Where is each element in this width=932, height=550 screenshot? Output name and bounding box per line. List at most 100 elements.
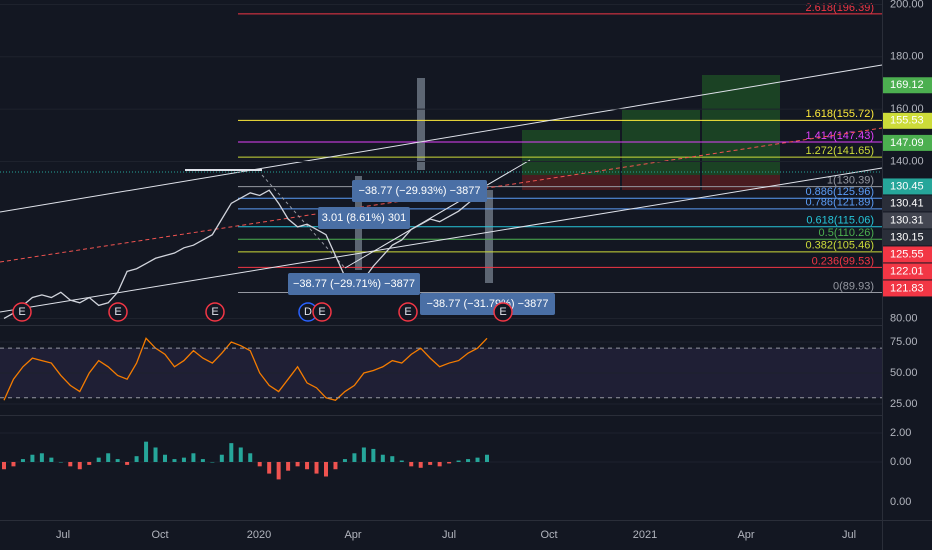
histogram-bar [2, 461, 6, 470]
price-tag-label: 130.31 [890, 214, 924, 226]
range-bar [485, 190, 493, 283]
x-tick-label: Jul [56, 529, 70, 541]
price-tag [883, 112, 932, 129]
price-tag-label: 121.83 [890, 282, 924, 294]
histogram-bar [475, 457, 480, 462]
measure-label: −38.77 (−31.79%) −3877 [426, 298, 548, 310]
histogram-bar [96, 457, 101, 462]
fib-label: 2.618(196.39) [806, 2, 875, 14]
y-tick-label: 2.00 [890, 427, 911, 439]
loss-zone [622, 175, 700, 190]
y-tick-label: 75.00 [890, 336, 918, 348]
x-tick-label: Apr [344, 529, 361, 541]
y-tick-label: 160.00 [890, 103, 924, 115]
histogram-bar [485, 454, 489, 462]
histogram-bar [238, 447, 243, 462]
histogram-bar [181, 457, 186, 462]
y-tick-label: 180.00 [890, 51, 924, 63]
channel-line [0, 167, 883, 313]
x-tick-label: Jul [442, 529, 456, 541]
histogram-bar [437, 461, 442, 467]
histogram-bar [68, 461, 73, 467]
histogram-bar [172, 459, 177, 462]
fib-label: 1(130.39) [827, 175, 874, 187]
histogram-bar [352, 453, 357, 462]
price-tag-label: 125.55 [890, 248, 924, 260]
histogram-bar [399, 460, 404, 462]
histogram-bar [39, 453, 44, 462]
fib-label: 1.618(155.72) [806, 108, 875, 120]
event-label: E [114, 306, 121, 318]
histogram-bar [447, 461, 452, 464]
measure-label: −38.77 (−29.71%) −3877 [293, 278, 415, 290]
axis-border [882, 0, 883, 550]
swing-line [344, 159, 531, 269]
price-line [3, 187, 488, 320]
price-tag [883, 195, 932, 212]
price-tag [883, 212, 932, 229]
fib-label: 0.786(121.89) [806, 197, 875, 209]
price-tag [883, 229, 932, 246]
event-marker [312, 302, 332, 322]
y-tick-label: 50.00 [890, 367, 918, 379]
profit-zone [522, 130, 620, 175]
price-tag-label: 130.45 [890, 180, 924, 192]
histogram-bar [58, 461, 63, 463]
histogram-bar [333, 461, 338, 470]
price-tag-label: 155.53 [890, 115, 924, 127]
fib-label: 0.382(105.46) [806, 240, 875, 252]
histogram-bar [324, 461, 328, 477]
histogram-bar [30, 454, 35, 462]
histogram-bar [163, 454, 167, 462]
fib-label: 0.236(99.53) [812, 255, 874, 267]
x-tick-label: 2021 [633, 529, 657, 541]
event-marker [493, 302, 513, 322]
pane-divider [0, 325, 882, 326]
measure-box [318, 207, 410, 229]
price-tag [883, 246, 932, 263]
histogram-bar [456, 460, 461, 462]
histogram-bar [77, 461, 82, 470]
x-tick-label: Oct [540, 529, 557, 541]
measure-box [420, 293, 555, 315]
histogram-bar [87, 461, 92, 465]
y-tick-label: 25.00 [890, 398, 918, 410]
event-marker [205, 302, 225, 322]
fib-label: 0.5(110.26) [819, 227, 874, 239]
event-label: E [318, 306, 325, 318]
histogram-bar [409, 461, 414, 467]
histogram-bar [342, 459, 347, 462]
measure-label: 3.01 (8.61%) 301 [322, 212, 406, 224]
price-tag [883, 263, 932, 280]
y-tick-label: 0.00 [890, 456, 911, 468]
histogram-bar [200, 459, 205, 462]
histogram-bar [49, 457, 54, 462]
y-tick-label: 200.00 [890, 0, 924, 10]
x-tick-label: 2020 [247, 529, 271, 541]
channel-line [0, 64, 883, 213]
y-tick-label: 80.00 [890, 312, 918, 324]
mid-line [0, 127, 883, 263]
x-tick-label: Apr [737, 529, 754, 541]
histogram-bar [428, 461, 433, 465]
histogram-bar [305, 461, 310, 470]
price-tag-label: 122.01 [890, 265, 924, 277]
loss-zone [702, 175, 780, 190]
price-tag [883, 134, 932, 151]
histogram-bar [361, 447, 366, 462]
histogram-bar [276, 461, 281, 480]
x-tick-label: Oct [151, 529, 168, 541]
x-tick-label: Jul [842, 529, 856, 541]
histogram-bar [20, 459, 25, 462]
histogram-bar [191, 453, 196, 462]
event-label: D [304, 306, 312, 318]
histogram-bar [11, 461, 16, 467]
histogram-bar [380, 454, 385, 462]
event-label: E [211, 306, 218, 318]
price-tag-label: 169.12 [890, 79, 924, 91]
event-label: E [404, 306, 411, 318]
histogram-bar [267, 461, 272, 474]
price-tag-label: 147.09 [890, 137, 924, 149]
histogram-bar [125, 461, 130, 465]
